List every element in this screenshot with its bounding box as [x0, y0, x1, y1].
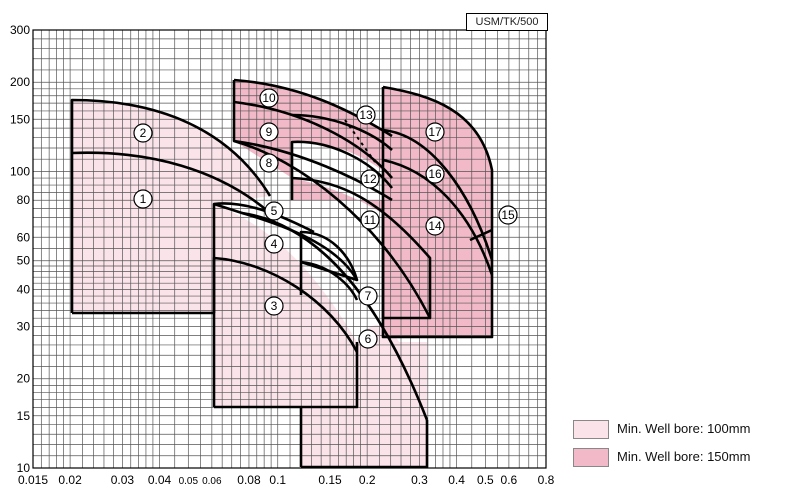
x-tick-label: 0.1: [269, 473, 286, 487]
zone-boundary-1: [70, 98, 272, 313]
zone-boundary-17: [290, 176, 432, 320]
legend-label-100mm: Min. Well bore: 100mm: [617, 421, 751, 436]
zone-label-circle-9: [259, 122, 279, 142]
zone-label-circle-8: [259, 153, 279, 173]
zone-label-11: 11: [364, 213, 377, 227]
zone-label-circle-11: [360, 210, 380, 230]
x-tick-label: 0.8: [538, 473, 555, 487]
zone-label-6: 6: [365, 332, 372, 346]
x-tick-label: 0.2: [359, 473, 376, 487]
y-tick-label: 100: [10, 164, 30, 178]
zone-boundary-21: [299, 230, 359, 282]
zone-boundary-19: [382, 128, 494, 261]
chart-grid: [32, 29, 547, 469]
zone-label-circle-17: [425, 122, 445, 142]
zone-label-7: 7: [365, 289, 372, 303]
zone-boundary-dashed: [344, 119, 376, 163]
zone-boundary-22: [299, 260, 359, 301]
y-tick-label: 10: [17, 461, 31, 475]
zone-label-12: 12: [363, 172, 377, 186]
zone-label-1: 1: [140, 192, 147, 206]
zone-boundary-14: [233, 139, 393, 202]
zone-label-14: 14: [428, 219, 442, 233]
y-tick-label: 150: [10, 112, 30, 126]
y-tick-label: 50: [17, 254, 31, 268]
zone-outlines: [70, 78, 494, 469]
x-tick-label: 0.5: [477, 473, 494, 487]
zone-boundary-6: [214, 342, 359, 409]
zone-label-15: 15: [501, 208, 515, 222]
zone-fill-3: [301, 325, 427, 467]
zone-label-2: 2: [140, 126, 147, 140]
y-tick-label: 20: [17, 372, 31, 386]
zone-label-10: 10: [262, 91, 276, 105]
y-tick-label: 15: [17, 409, 31, 423]
zone-label-3: 3: [271, 299, 278, 313]
y-tick-label: 200: [10, 75, 30, 89]
zone-label-5: 5: [271, 204, 278, 218]
legend-swatch-100mm: [573, 420, 609, 439]
y-tick-label: 60: [17, 230, 31, 244]
y-tick-label: 300: [10, 23, 30, 37]
zone-label-circle-12: [360, 169, 380, 189]
zone-boundary-9: [301, 420, 429, 469]
zone-boundary-11: [232, 80, 432, 319]
zone-label-circle-5: [264, 201, 284, 221]
zone-label-circle-7: [358, 286, 378, 306]
x-tick-label: 0.015: [18, 473, 48, 487]
zone-boundary-5: [212, 256, 359, 407]
zone-label-circle-16: [425, 164, 445, 184]
zone-label-circle-14: [425, 216, 445, 236]
zone-boundary-12: [233, 78, 393, 138]
zone-label-circle-1: [133, 189, 153, 209]
y-tick-label: 80: [17, 193, 31, 207]
zone-boundary-13: [233, 100, 393, 179]
zone-boundary-20: [382, 158, 494, 276]
plot-frame: [32, 29, 547, 469]
chart-code-label: USM/TK/500: [466, 13, 548, 31]
zone-label-17: 17: [428, 125, 442, 139]
legend-label-150mm: Min. Well bore: 150mm: [617, 449, 751, 464]
zone-boundary-18: [381, 85, 494, 339]
axis-tick-labels: 0.015 0.02 0.03 0.04 0.05 0.06 0.08 0.1 0.15 0.2 0…: [10, 23, 555, 487]
x-tick-label: 0.04: [148, 473, 172, 487]
zone-label-9: 9: [266, 125, 273, 139]
x-tick-label: 0.3: [411, 473, 428, 487]
y-tick-label: 30: [17, 320, 31, 334]
x-tick-label: 0.08: [237, 473, 261, 487]
x-tick-label: 0.15: [318, 473, 342, 487]
x-tick-label: 0.02: [58, 473, 82, 487]
x-tick-label: 0.6: [501, 473, 518, 487]
x-tick-label: 0.03: [111, 473, 135, 487]
zone-label-circle-4: [264, 234, 284, 254]
legend-swatch-150mm: [573, 448, 609, 467]
zone-boundary-3: [71, 151, 271, 214]
zone-boundary-23: [469, 228, 493, 242]
zone-label-circle-2: [133, 123, 153, 143]
zone-label-circle-3: [264, 296, 284, 316]
x-tick-label: 0.06: [202, 476, 222, 487]
y-tick-label: 40: [17, 282, 31, 296]
zone-label-13: 13: [359, 108, 373, 122]
zone-label-circle-6: [358, 329, 378, 349]
zone-label-16: 16: [428, 167, 442, 181]
zone-label-circle-10: [259, 88, 279, 108]
zone-label-8: 8: [266, 156, 273, 170]
zone-label-circle-13: [356, 105, 376, 125]
zone-label-circle-15: [498, 205, 518, 225]
x-tick-label: 0.4: [448, 473, 465, 487]
zone-label-4: 4: [271, 237, 278, 251]
zone-boundary-15: [291, 113, 393, 151]
x-tick-label: 0.05: [179, 476, 199, 487]
